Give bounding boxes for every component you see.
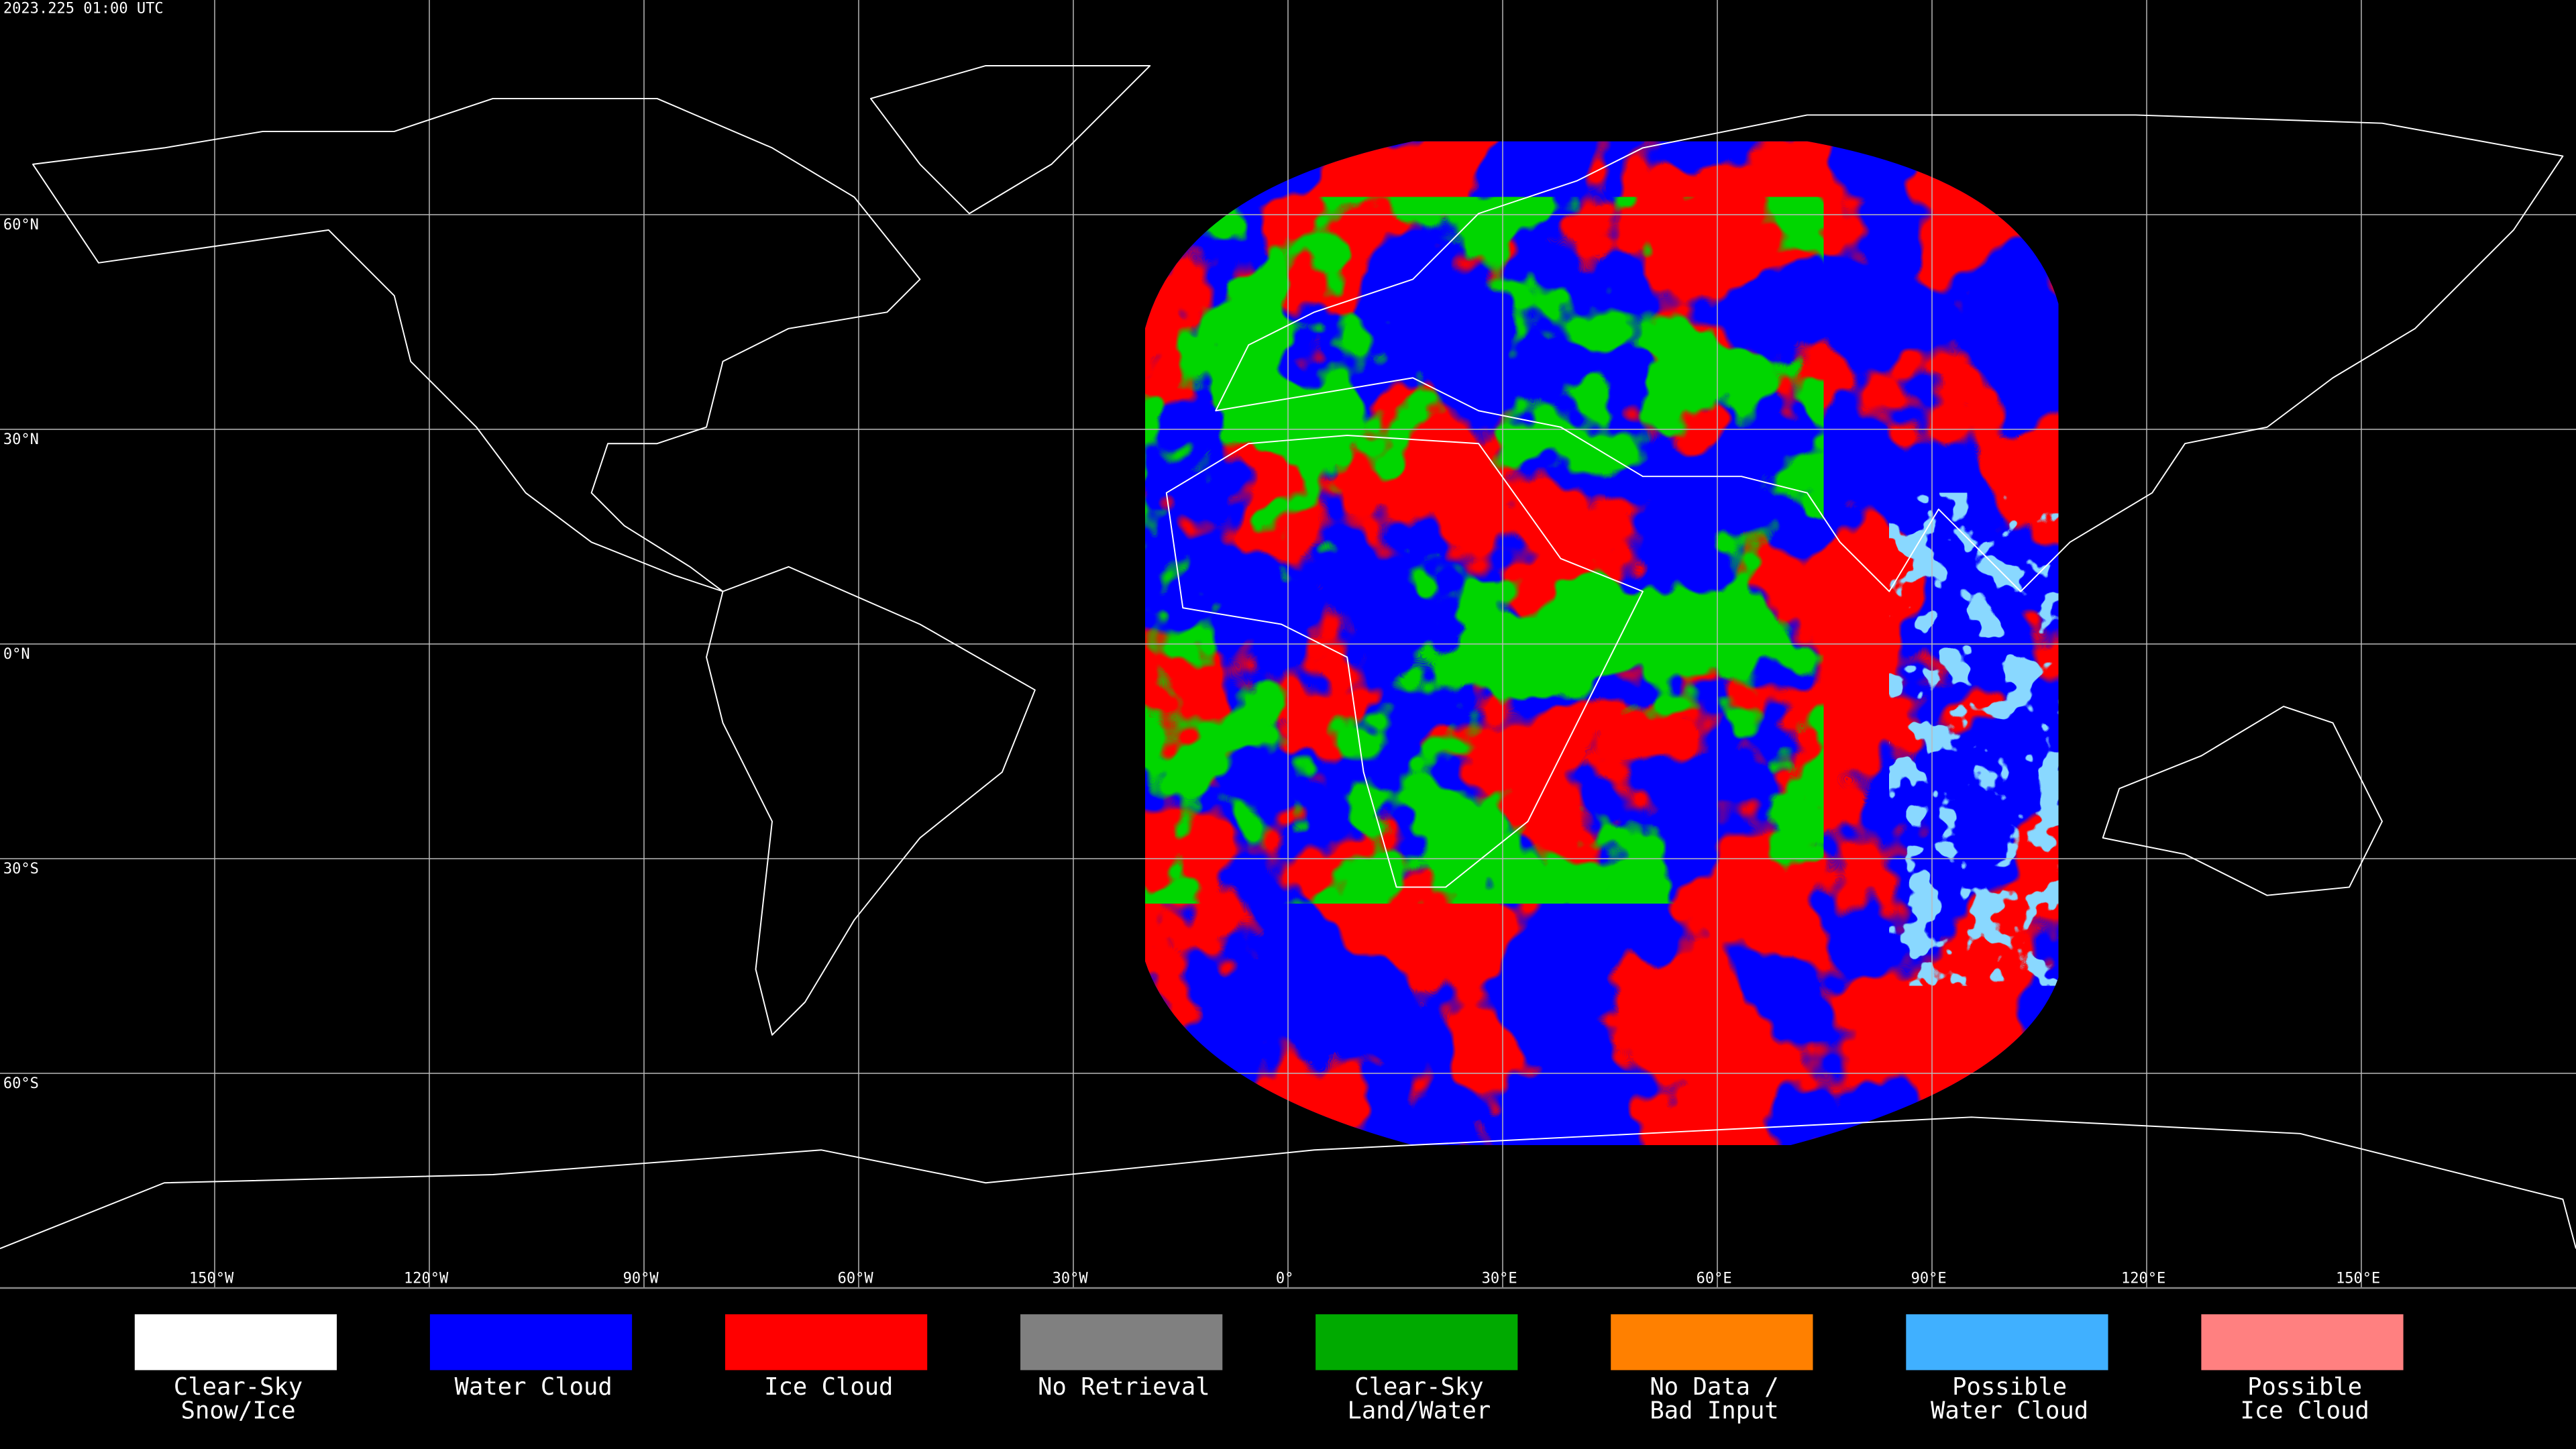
- legend-label: No Retrieval: [1038, 1373, 1210, 1401]
- imagery-possible-water: [1889, 492, 2059, 986]
- latitude-label: 0°N: [3, 646, 30, 663]
- longitude-label: 150°E: [2336, 1271, 2380, 1287]
- legend-label: Possible: [1952, 1373, 2067, 1401]
- longitude-label: 90°E: [1911, 1271, 1947, 1287]
- longitude-label: 120°W: [404, 1271, 449, 1287]
- longitude-label: 90°W: [623, 1271, 659, 1287]
- legend-swatch: [429, 1314, 633, 1371]
- satellite-imagery: [1144, 141, 2059, 1145]
- longitude-label: 0°: [1276, 1271, 1294, 1287]
- legend-label: Possible: [2247, 1373, 2362, 1401]
- north-america: [32, 97, 921, 592]
- legend-swatch: [1020, 1314, 1223, 1371]
- longitude-label: 30°W: [1053, 1271, 1089, 1287]
- greenland: [869, 64, 1151, 215]
- legend-label: Ice Cloud: [764, 1373, 893, 1401]
- legend-label: No Data /: [1650, 1373, 1778, 1401]
- latitude-label: 30°S: [3, 861, 39, 877]
- legend-swatch: [1906, 1314, 2108, 1371]
- graticule: 60°N 30°N 0°N 30°S 60°S 150°W 120°W 90°W 60°W 30°…: [0, 0, 2576, 1288]
- longitude-label: 150°W: [189, 1271, 234, 1287]
- longitude-label: 120°E: [2121, 1271, 2165, 1287]
- longitude-label: 60°E: [1697, 1271, 1732, 1287]
- legend-swatch: [1316, 1314, 1518, 1371]
- timestamp: 2023.225 01:00 UTC: [3, 1, 164, 17]
- antarctica: [0, 1116, 2576, 1250]
- legend-label: Ice Cloud: [2240, 1397, 2369, 1425]
- latitude-label: 60°S: [3, 1075, 39, 1092]
- africa: [1165, 435, 1644, 888]
- coastlines: [0, 64, 2576, 1250]
- legend-label: Water Cloud: [455, 1373, 612, 1401]
- legend-label: Water Cloud: [1931, 1397, 2088, 1425]
- eurasia: [1215, 114, 2564, 592]
- legend-label: Clear-Sky: [1354, 1373, 1483, 1401]
- latitude-label: 30°N: [3, 431, 39, 448]
- legend-swatch: [2201, 1314, 2404, 1371]
- legend-label: Bad Input: [1650, 1397, 1778, 1425]
- legend-label: Clear-Sky: [174, 1373, 303, 1401]
- longitude-label: 60°W: [838, 1271, 874, 1287]
- legend-swatch: [724, 1314, 928, 1371]
- australia: [2102, 706, 2383, 896]
- legend-label: Land/Water: [1348, 1397, 1491, 1425]
- south-america: [706, 566, 1036, 1036]
- legend-label: Snow/Ice: [181, 1397, 296, 1425]
- imagery-clear: [1144, 197, 1824, 904]
- legend-swatch: [134, 1314, 337, 1371]
- legend-swatch: [1611, 1314, 1813, 1371]
- longitude-label: 30°E: [1482, 1271, 1517, 1287]
- latitude-label: 60°N: [3, 217, 39, 233]
